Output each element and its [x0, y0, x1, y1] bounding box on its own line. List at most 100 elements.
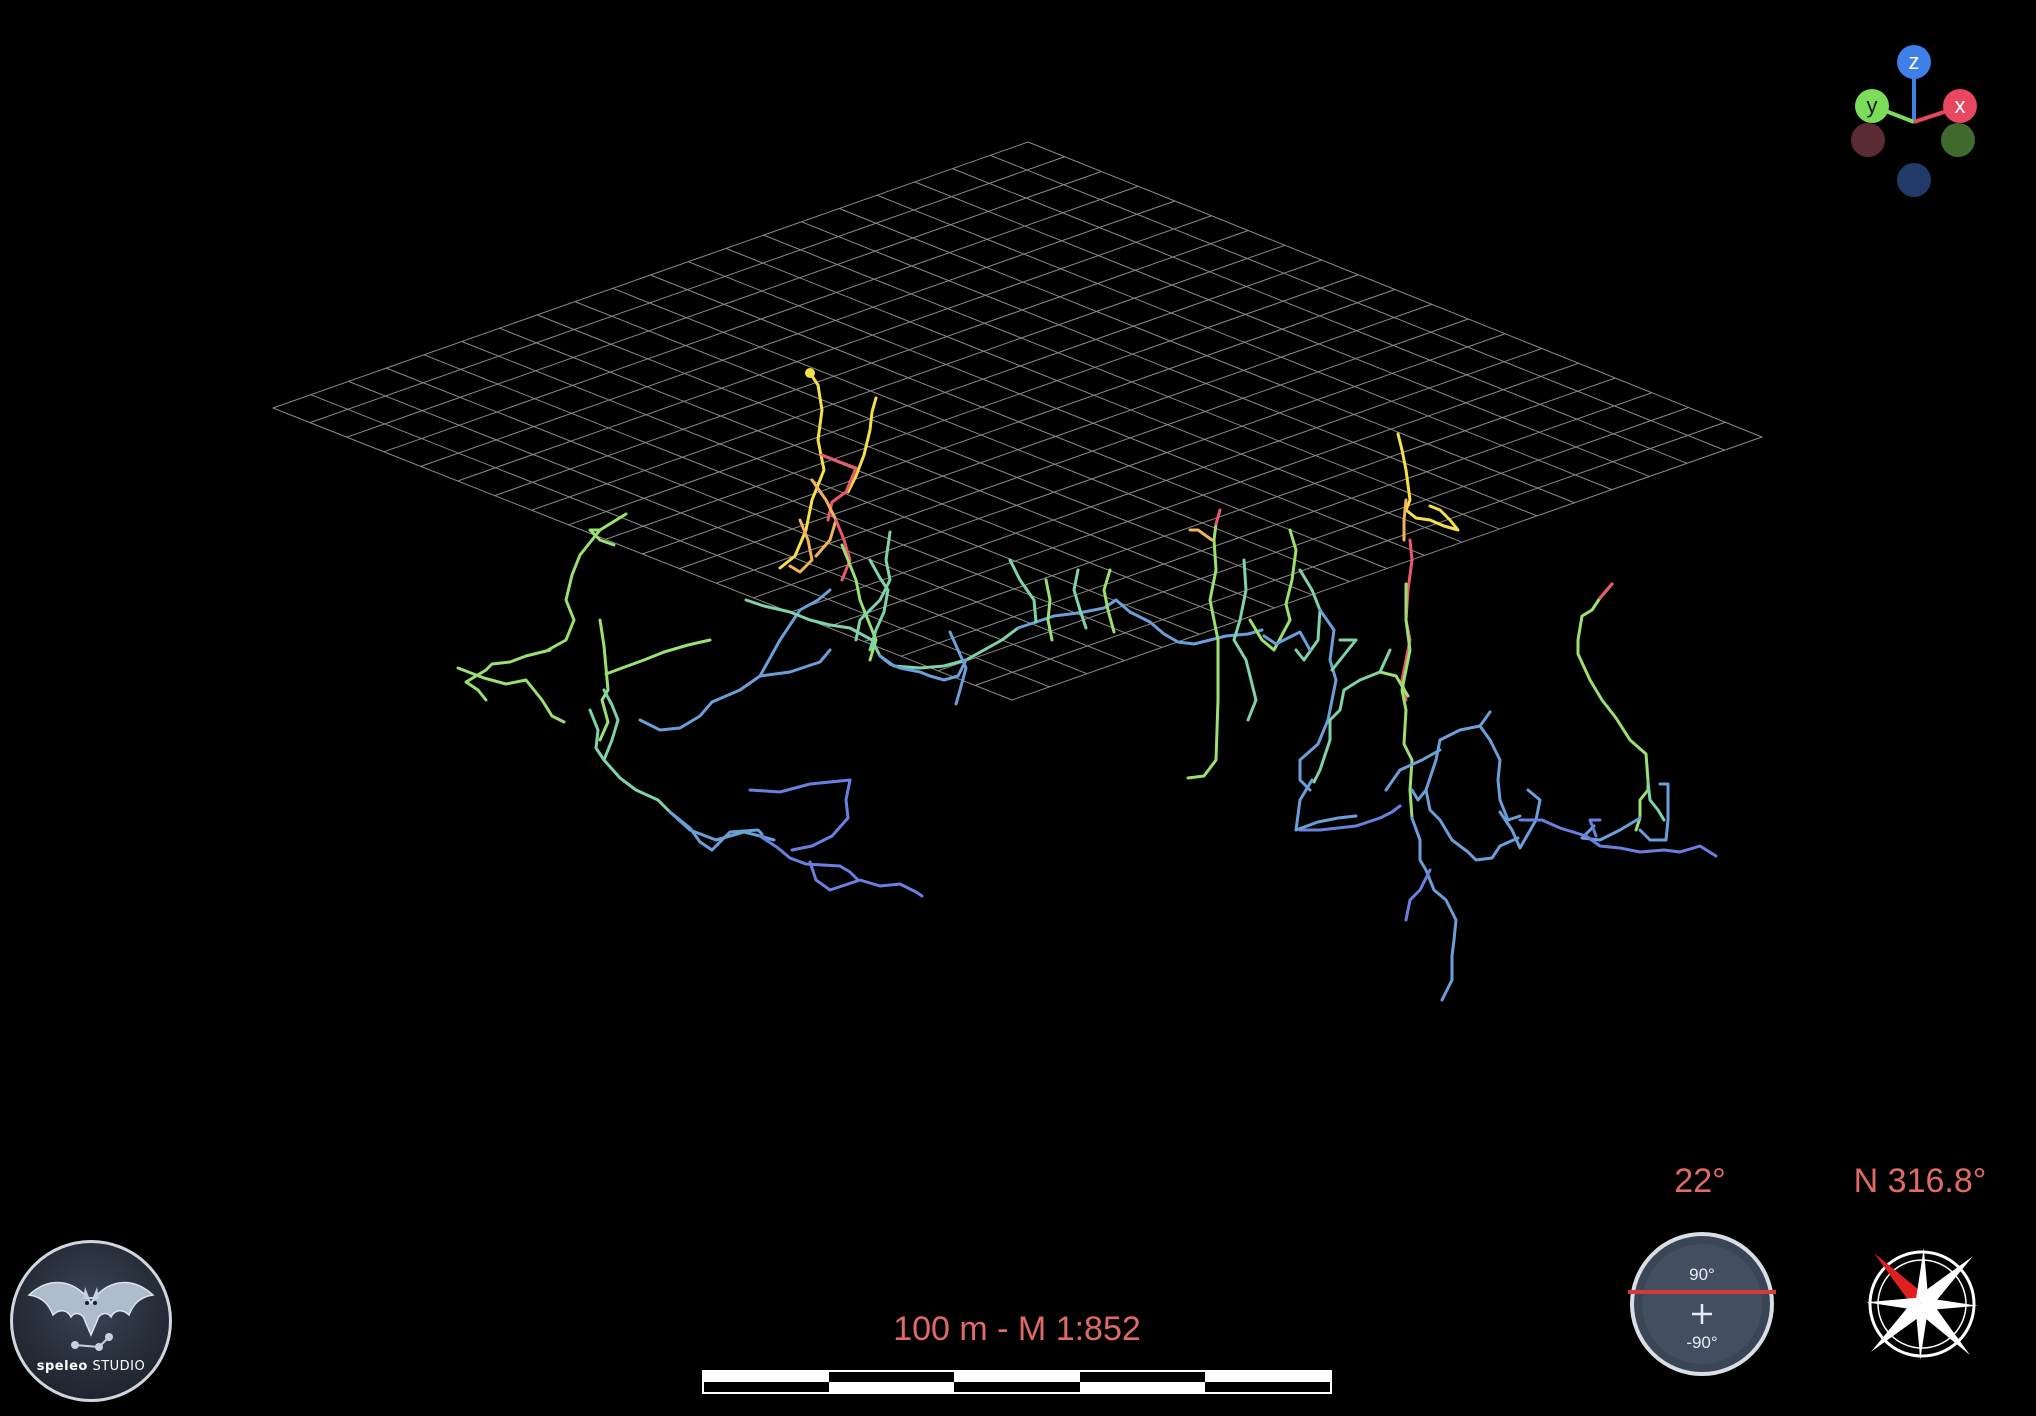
tilt-dial[interactable]: 90° -90°	[1628, 1230, 1776, 1378]
survey-leg	[846, 396, 878, 494]
survey-leg	[808, 860, 924, 898]
survey-leg	[1576, 582, 1650, 832]
survey-leg	[748, 778, 852, 852]
survey-leg	[1402, 498, 1408, 542]
survey-leg	[1294, 568, 1322, 662]
grid-line	[687, 261, 1425, 556]
survey-leg	[1294, 814, 1358, 832]
survey-leg	[1188, 528, 1214, 542]
grid-line	[838, 208, 1575, 504]
grid-line	[801, 221, 1538, 517]
survey-leg	[1404, 868, 1432, 922]
z-axis-button[interactable]: z	[1897, 45, 1931, 79]
grid-line	[763, 234, 1500, 530]
survey-leg	[1214, 508, 1222, 526]
survey-leg	[1410, 816, 1458, 1002]
bat-icon	[27, 1281, 155, 1351]
survey-leg	[1248, 618, 1292, 652]
survey-leg	[868, 558, 890, 652]
survey-leg	[1102, 568, 1116, 634]
grid-line	[725, 247, 1463, 543]
neg-y-axis-dot[interactable]	[1851, 123, 1885, 157]
svg-text:z: z	[1909, 49, 1920, 74]
survey-leg	[588, 528, 616, 547]
survey-leg	[1498, 788, 1542, 850]
survey-leg	[598, 618, 610, 742]
survey-leg	[788, 518, 814, 574]
svg-text:x: x	[1955, 93, 1966, 118]
grid-line	[752, 333, 1506, 599]
survey-leg	[878, 654, 968, 682]
cave-survey-lines	[456, 368, 1718, 1002]
survey-leg	[1330, 638, 1358, 672]
grid-line	[989, 154, 1725, 451]
svg-text:90°: 90°	[1689, 1265, 1715, 1284]
survey-leg	[1598, 582, 1614, 600]
tilt-angle-label: 22°	[1674, 1162, 1726, 1200]
survey-leg	[820, 453, 858, 522]
survey-leg	[588, 708, 672, 814]
survey-leg	[948, 630, 968, 706]
survey-leg	[1232, 558, 1258, 722]
y-axis-button[interactable]: y	[1855, 89, 1889, 123]
survey-leg	[638, 648, 832, 732]
reference-grid	[272, 141, 1763, 701]
grid-line	[678, 303, 1433, 570]
survey-leg	[1294, 778, 1314, 832]
survey-leg	[778, 371, 826, 570]
survey-leg	[1284, 528, 1298, 622]
survey-leg	[668, 810, 764, 852]
grid-line	[914, 181, 1650, 477]
survey-leg	[1396, 432, 1460, 532]
survey-leg	[1044, 578, 1054, 642]
speleo-studio-logo: speleo STUDIO	[10, 1240, 172, 1402]
survey-leg	[602, 688, 620, 762]
scale-bar	[702, 1370, 1332, 1394]
survey-leg	[604, 638, 712, 676]
entrance-station-marker[interactable]	[805, 368, 815, 378]
grid-line	[952, 168, 1688, 464]
survey-leg	[854, 530, 892, 642]
grid-line	[876, 194, 1613, 491]
grid-line	[1027, 141, 1763, 438]
survey-leg	[1400, 582, 1414, 820]
survey-leg	[834, 518, 852, 582]
survey-leg	[456, 666, 566, 724]
grid-line	[900, 392, 1653, 657]
svg-text:-90°: -90°	[1686, 1333, 1717, 1352]
survey-leg	[1384, 748, 1442, 792]
neg-x-axis-dot[interactable]	[1941, 123, 1975, 157]
survey-leg	[668, 810, 776, 842]
survey-leg	[1478, 724, 1522, 822]
survey-leg	[1298, 608, 1338, 792]
survey-leg	[1072, 568, 1088, 630]
survey-leg	[758, 834, 860, 882]
grid-line	[937, 407, 1690, 672]
survey-leg	[1186, 522, 1220, 780]
survey-leg	[1638, 782, 1670, 842]
neg-z-axis-dot[interactable]	[1897, 163, 1931, 197]
survey-leg	[758, 588, 832, 678]
survey-leg	[1580, 816, 1642, 842]
grid-line	[826, 362, 1579, 628]
survey-leg	[1312, 648, 1392, 784]
survey-leg	[1298, 804, 1402, 832]
logo-wordmark: speleo STUDIO	[36, 1359, 146, 1374]
survey-leg	[1008, 558, 1038, 624]
survey-leg	[1378, 670, 1410, 698]
grid-line	[789, 348, 1543, 613]
x-axis-button[interactable]: x	[1943, 89, 1977, 123]
grid-line	[715, 318, 1469, 584]
survey-leg	[1410, 710, 1492, 802]
compass-rose-icon[interactable]	[1848, 1230, 1996, 1378]
grid-line	[1011, 436, 1763, 701]
axes-orientation-gizmo[interactable]: z y x	[1840, 40, 1990, 210]
survey-leg	[1646, 780, 1666, 822]
survey-leg	[1588, 818, 1602, 838]
survey-leg	[1424, 788, 1520, 862]
grid-line	[863, 377, 1616, 643]
heading-label: N 316.8°	[1853, 1162, 1987, 1200]
survey-leg	[464, 648, 552, 702]
